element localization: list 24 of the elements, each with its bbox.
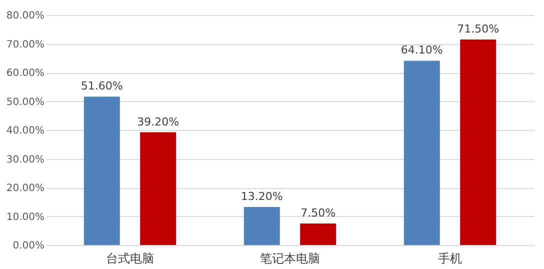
y-tick-label: 60.00% — [6, 68, 44, 79]
data-label: 51.60% — [80, 80, 123, 93]
bar — [300, 223, 336, 245]
y-tick-label: 30.00% — [6, 154, 44, 166]
x-tick-label: 手机 — [438, 252, 462, 266]
data-label: 7.50% — [300, 206, 336, 220]
bar — [140, 132, 176, 245]
y-tick-label: 70.00% — [6, 39, 44, 50]
y-tick-label: 80.00% — [6, 10, 44, 22]
x-tick-label: 台式电脑 — [106, 252, 154, 266]
y-tick-label: 20.00% — [6, 183, 44, 194]
bar — [84, 96, 120, 245]
y-tick-label: 10.00% — [6, 212, 44, 223]
y-tick-label: 40.00% — [6, 126, 44, 136]
data-label: 13.20% — [240, 190, 283, 204]
data-label: 39.20% — [137, 115, 180, 128]
bar — [404, 60, 440, 245]
bar — [244, 207, 280, 245]
x-tick-label: 笔记本电脑 — [260, 252, 320, 266]
data-label: 71.50% — [457, 22, 500, 36]
y-tick-label: 50.00% — [6, 96, 44, 108]
bar — [460, 39, 496, 245]
y-tick-label: 0.00% — [12, 240, 44, 252]
data-label: 64.10% — [400, 44, 443, 57]
